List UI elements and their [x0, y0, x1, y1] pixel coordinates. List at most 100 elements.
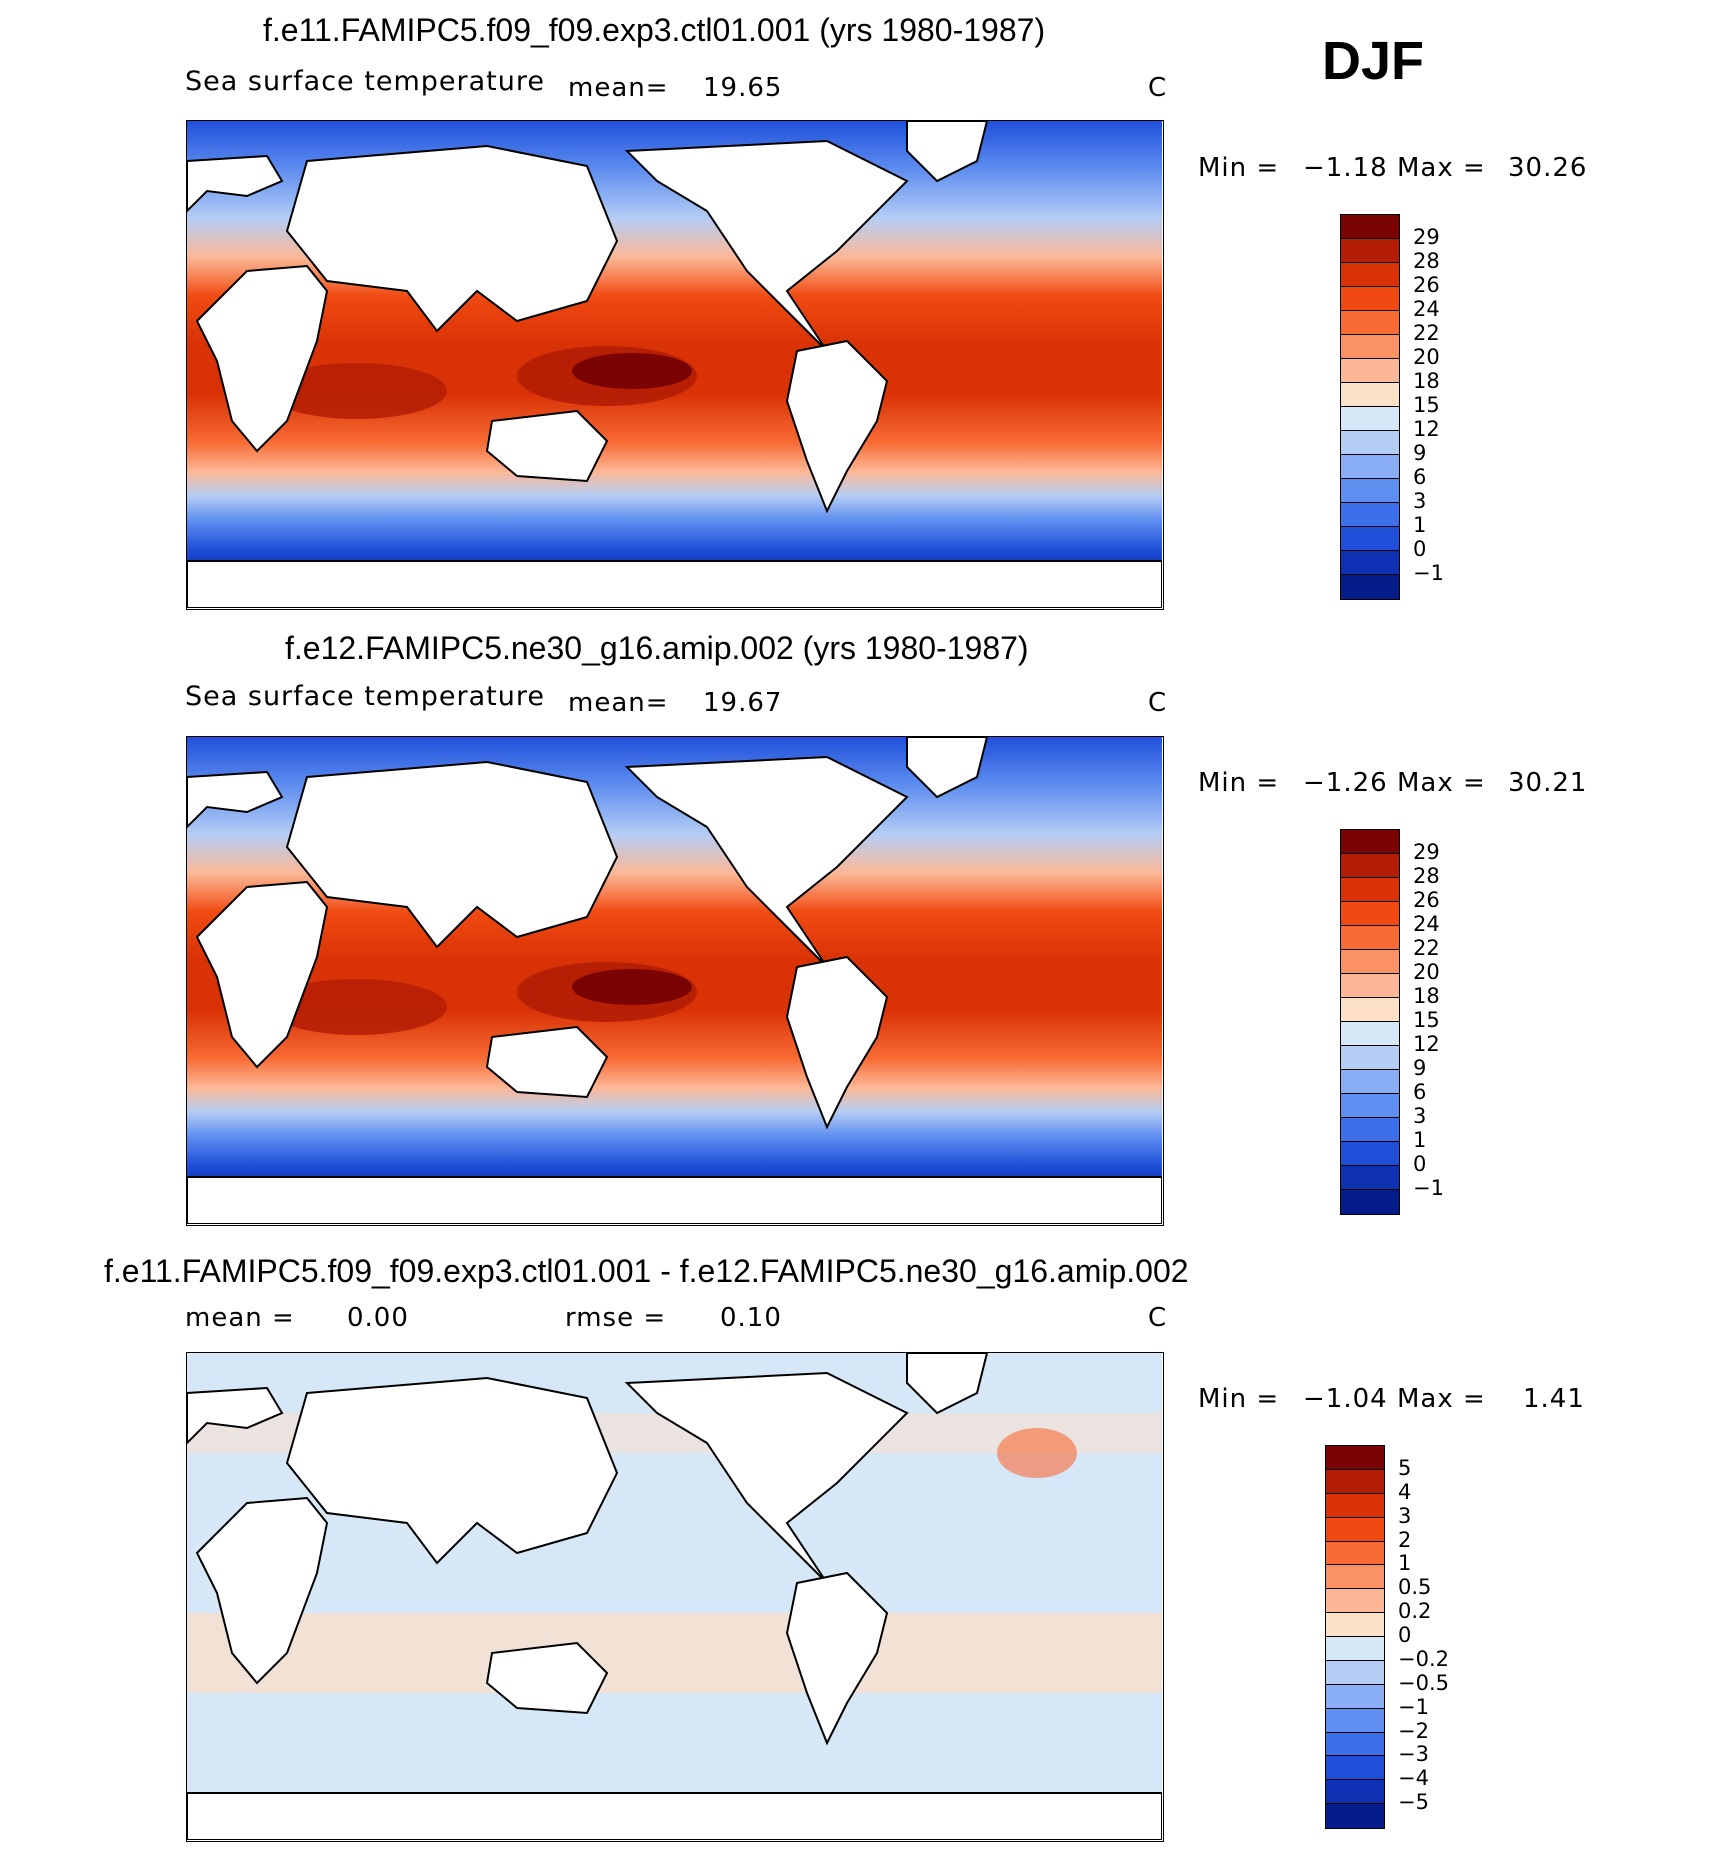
colorbar-cell [1341, 239, 1399, 263]
colorbar-cell [1326, 1756, 1384, 1781]
panel1-sst-field [187, 121, 1162, 608]
colorbar-cell [1341, 926, 1399, 950]
colorbar-tick-label: 24 [1413, 297, 1440, 321]
panel2-title: f.e12.FAMIPC5.ne30_g16.amip.002 (yrs 198… [285, 630, 1029, 666]
panel3-title: f.e11.FAMIPC5.f09_f09.exp3.ctl01.001 - f… [104, 1253, 1189, 1289]
colorbar-tick-label: 0.5 [1398, 1575, 1432, 1600]
colorbar-cell [1326, 1517, 1384, 1542]
colorbar-tick-label: 18 [1413, 369, 1440, 393]
colorbar-cell [1341, 1022, 1399, 1046]
colorbar-tick-label: 5 [1398, 1455, 1412, 1480]
colorbar-tick-label: −2 [1398, 1718, 1429, 1743]
colorbar-tick-label: 26 [1413, 888, 1440, 912]
colorbar-tick-label: 9 [1413, 441, 1427, 465]
colorbar-cell [1341, 974, 1399, 998]
colorbar-cell [1341, 287, 1399, 311]
colorbar-tick-label: 0.2 [1398, 1599, 1432, 1624]
panel2-max-value: 30.21 [1508, 768, 1588, 798]
colorbar-cell [1326, 1493, 1384, 1518]
colorbar-cell [1341, 854, 1399, 878]
colorbar-tick-label: 15 [1413, 393, 1440, 417]
colorbar-cell [1341, 527, 1399, 551]
panel3-min-label: Min = [1198, 1384, 1280, 1414]
colorbar-tick-label: 3 [1398, 1503, 1412, 1528]
panel3-units: C [1148, 1303, 1168, 1333]
colorbar-tick-label: 6 [1413, 1080, 1427, 1104]
colorbar-tick-label: 29 [1413, 840, 1440, 864]
colorbar-cell [1341, 830, 1399, 854]
panel1-title: f.e11.FAMIPC5.f09_f09.exp3.ctl01.001 (yr… [263, 12, 1046, 48]
colorbar-cell [1326, 1469, 1384, 1494]
colorbar-cell [1341, 431, 1399, 455]
panel3-map [186, 1352, 1164, 1842]
colorbar-cell [1341, 998, 1399, 1022]
panel2-mean-label: mean= [568, 688, 669, 718]
panel1-colorbar [1340, 214, 1400, 600]
colorbar-tick-label: −4 [1398, 1766, 1429, 1791]
panel2-max-label: Max = [1397, 768, 1486, 798]
colorbar-cell [1326, 1684, 1384, 1709]
panel3-max-label: Max = [1397, 1384, 1486, 1414]
panel1-variable: Sea surface temperature [185, 66, 545, 97]
colorbar-cell [1341, 455, 1399, 479]
colorbar-cell [1341, 1166, 1399, 1190]
colorbar-cell [1326, 1780, 1384, 1805]
colorbar-tick-label: 1 [1413, 513, 1427, 537]
panel1-min-value: −1.18 [1303, 153, 1388, 183]
colorbar-cell [1341, 263, 1399, 287]
colorbar-tick-label: −1 [1413, 561, 1444, 585]
colorbar-tick-label: −0.5 [1398, 1670, 1449, 1695]
colorbar-cell [1341, 950, 1399, 974]
colorbar-cell [1341, 383, 1399, 407]
panel1-map [186, 120, 1164, 610]
colorbar-tick-label: 18 [1413, 984, 1440, 1008]
colorbar-cell [1341, 359, 1399, 383]
panel2-mean-value: 19.67 [703, 688, 783, 718]
panel3-diff-field [187, 1353, 1162, 1840]
colorbar-tick-label: 22 [1413, 321, 1440, 345]
colorbar-cell [1341, 902, 1399, 926]
colorbar-tick-label: −1 [1398, 1694, 1429, 1719]
panel1-mean-value: 19.65 [703, 73, 783, 103]
colorbar-tick-label: 0 [1398, 1623, 1412, 1647]
colorbar-tick-label: 12 [1413, 1032, 1440, 1056]
colorbar-cell [1341, 878, 1399, 902]
colorbar-cell [1341, 575, 1399, 599]
colorbar-cell [1341, 311, 1399, 335]
panel3-max-value: 1.41 [1523, 1384, 1585, 1414]
colorbar-tick-label: 28 [1413, 864, 1440, 888]
colorbar-cell [1326, 1732, 1384, 1757]
colorbar-cell [1341, 1190, 1399, 1214]
panel3-mean-value: 0.00 [347, 1303, 409, 1333]
colorbar-tick-label: 1 [1413, 1128, 1427, 1152]
panel3-rmse-value: 0.10 [720, 1303, 782, 1333]
colorbar-tick-label: 0 [1413, 537, 1427, 561]
panel3-rmse-label: rmse = [565, 1303, 667, 1333]
colorbar-cell [1341, 551, 1399, 575]
colorbar-tick-label: 26 [1413, 273, 1440, 297]
colorbar-tick-label: −0.2 [1398, 1646, 1449, 1671]
colorbar-tick-label: 6 [1413, 465, 1427, 489]
panel1-min-label: Min = [1198, 153, 1280, 183]
colorbar-cell [1341, 1142, 1399, 1166]
colorbar-cell [1326, 1446, 1384, 1470]
panel2-map [186, 736, 1164, 1226]
colorbar-cell [1326, 1637, 1384, 1661]
colorbar-tick-label: 9 [1413, 1056, 1427, 1080]
colorbar-cell [1326, 1613, 1384, 1637]
colorbar-tick-label: 15 [1413, 1008, 1440, 1032]
colorbar-cell [1341, 335, 1399, 359]
colorbar-tick-label: 2 [1398, 1527, 1412, 1552]
colorbar-cell [1326, 1660, 1384, 1685]
colorbar-cell [1341, 1046, 1399, 1070]
panel2-colorbar [1340, 829, 1400, 1215]
colorbar-cell [1326, 1589, 1384, 1614]
colorbar-cell [1341, 479, 1399, 503]
panel3-min-value: −1.04 [1303, 1384, 1388, 1414]
colorbar-tick-label: −3 [1398, 1742, 1429, 1767]
panel1-units: C [1148, 73, 1168, 103]
panel1-mean-label: mean= [568, 73, 669, 103]
colorbar-tick-label: 29 [1413, 225, 1440, 249]
panel2-sst-field [187, 737, 1162, 1224]
panel2-variable: Sea surface temperature [185, 681, 545, 712]
